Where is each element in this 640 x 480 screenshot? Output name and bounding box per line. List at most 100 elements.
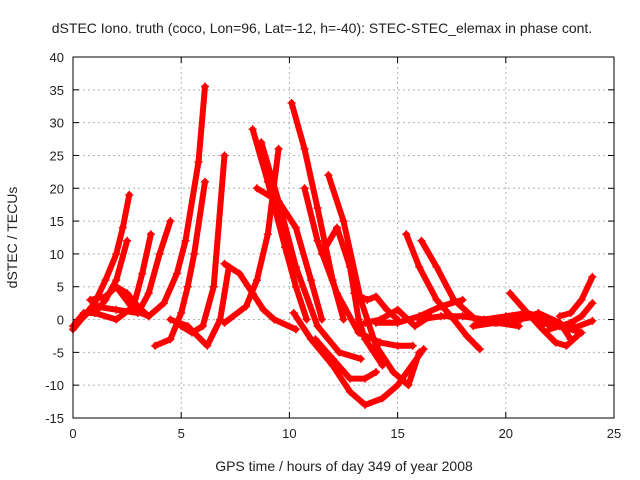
- data-point: [404, 381, 413, 390]
- data-point: [378, 394, 387, 403]
- data-point: [534, 308, 543, 317]
- series-32: [534, 316, 597, 332]
- data-point: [415, 315, 424, 324]
- data-point: [216, 315, 225, 324]
- x-tick-label: 0: [69, 426, 76, 441]
- data-point: [220, 259, 229, 268]
- data-point: [291, 282, 300, 291]
- data-point: [112, 305, 121, 314]
- y-tick-label: -15: [45, 411, 64, 426]
- data-point: [490, 318, 499, 327]
- y-tick-label: 0: [57, 313, 64, 328]
- data-point: [393, 305, 402, 314]
- data-point: [203, 341, 212, 350]
- data-point: [419, 345, 428, 354]
- x-tick-label: 25: [607, 426, 621, 441]
- data-point: [562, 341, 571, 350]
- data-point: [129, 305, 138, 314]
- y-tick-label: 5: [57, 280, 64, 295]
- data-point: [378, 361, 387, 370]
- data-point: [73, 318, 82, 327]
- data-point: [194, 158, 203, 167]
- series-11: [220, 144, 283, 327]
- data-point: [458, 312, 467, 321]
- data-point: [242, 302, 251, 311]
- data-point: [577, 312, 586, 321]
- y-tick-label: 25: [50, 148, 64, 163]
- plot-frame: [72, 56, 615, 419]
- data-point: [259, 305, 268, 314]
- data-point: [307, 276, 316, 285]
- data-point: [573, 331, 582, 340]
- x-tick-label: 5: [178, 426, 185, 441]
- series-trace: [221, 260, 299, 333]
- data-point: [361, 400, 370, 409]
- series-trace: [290, 310, 427, 408]
- y-tick-label: 35: [50, 83, 64, 98]
- data-point: [183, 282, 192, 291]
- series-13: [257, 138, 365, 363]
- data-point: [313, 322, 322, 331]
- data-point: [361, 318, 370, 327]
- data-point: [354, 315, 363, 324]
- data-point: [577, 295, 586, 304]
- data-point: [555, 322, 564, 331]
- data-point: [112, 249, 121, 258]
- data-point: [393, 341, 402, 350]
- data-point: [291, 263, 300, 272]
- data-point: [317, 249, 326, 258]
- data-point: [86, 295, 95, 304]
- data-point: [501, 318, 510, 327]
- series-group: [69, 82, 597, 409]
- series-trace: [403, 231, 483, 353]
- data-point: [371, 341, 380, 350]
- data-point: [112, 315, 121, 324]
- data-point: [523, 308, 532, 317]
- grid-lines: [73, 57, 614, 418]
- data-point: [307, 335, 316, 344]
- data-point: [313, 236, 322, 245]
- data-point: [324, 171, 333, 180]
- data-point: [361, 335, 370, 344]
- data-point: [345, 387, 354, 396]
- data-point: [410, 322, 419, 331]
- data-point: [252, 184, 261, 193]
- data-point: [350, 289, 359, 298]
- data-point: [125, 190, 134, 199]
- data-point: [118, 223, 127, 232]
- data-point: [371, 368, 380, 377]
- data-point: [534, 318, 543, 327]
- data-point: [300, 144, 309, 153]
- axis-ticks: 0 5 10 15 20 25 -15 -10 -5 0 5 10 15 20 25 30 35 40: [45, 50, 621, 441]
- data-point: [588, 316, 597, 325]
- data-point: [209, 282, 218, 291]
- data-point: [458, 295, 467, 304]
- series-19: [324, 171, 424, 390]
- data-point: [274, 197, 283, 206]
- data-point: [566, 308, 575, 317]
- data-point: [166, 217, 175, 226]
- data-point: [291, 223, 300, 232]
- chart-title: dSTEC Iono. truth (coco, Lon=96, Lat=-12…: [52, 20, 592, 36]
- data-point: [382, 305, 391, 314]
- data-point: [146, 230, 155, 239]
- data-point: [436, 302, 445, 311]
- series-29: [506, 289, 582, 350]
- data-point: [235, 269, 244, 278]
- data-point: [516, 315, 525, 324]
- data-point: [432, 295, 441, 304]
- y-tick-label: -10: [45, 378, 64, 393]
- data-point: [551, 338, 560, 347]
- data-point: [289, 308, 298, 317]
- data-point: [274, 144, 283, 153]
- data-point: [317, 315, 326, 324]
- series-23: [402, 230, 484, 354]
- y-axis-label: dSTEC / TECUs: [4, 187, 20, 289]
- data-point: [220, 151, 229, 160]
- data-point: [201, 82, 210, 91]
- series-trace: [556, 273, 596, 320]
- data-point: [393, 381, 402, 390]
- data-point: [408, 341, 417, 350]
